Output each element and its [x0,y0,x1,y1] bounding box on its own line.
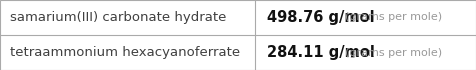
Text: (grams per mole): (grams per mole) [345,48,442,57]
Text: 284.11 g/mol: 284.11 g/mol [267,45,375,60]
Text: (grams per mole): (grams per mole) [345,13,442,22]
Text: samarium(III) carbonate hydrate: samarium(III) carbonate hydrate [10,11,227,24]
Text: 498.76 g/mol: 498.76 g/mol [267,10,374,25]
Text: tetraammonium hexacyanoferrate: tetraammonium hexacyanoferrate [10,46,240,59]
